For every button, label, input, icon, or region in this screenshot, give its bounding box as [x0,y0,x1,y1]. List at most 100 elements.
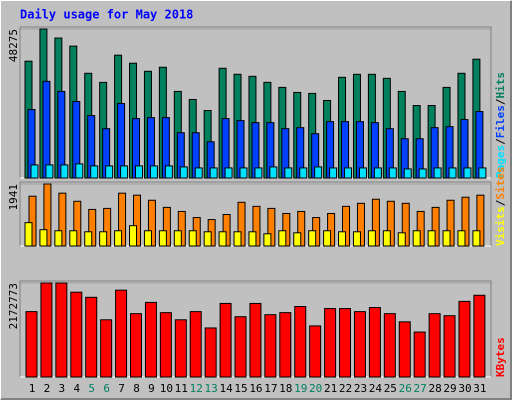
bar [299,167,308,179]
bar [398,321,411,378]
x-tick-label: 31 [473,382,486,395]
x-tick-label: 16 [249,382,262,395]
bar [473,294,486,378]
bar [105,165,114,179]
bar [433,167,442,179]
bar [418,168,427,179]
bar [234,316,247,378]
bar [248,231,257,247]
x-tick-label: 19 [294,382,307,395]
legend-entry: Visits [494,206,507,246]
bar [323,230,332,247]
bar [189,311,202,378]
bar [448,167,457,179]
legend-entry: KBytes [494,337,507,377]
x-tick-label: 27 [414,382,427,395]
bar [339,308,352,378]
bar [60,164,69,179]
bar [279,312,292,378]
bar [457,230,466,247]
bar [254,167,263,179]
bar [397,232,406,247]
bar [463,167,472,179]
x-tick-label: 13 [205,382,218,395]
bar [218,231,227,247]
x-tick-label: 10 [160,382,173,395]
bar [294,306,307,378]
bar [158,230,167,247]
bar [54,230,63,247]
bar [358,167,367,179]
bar [263,233,272,247]
bar [478,167,487,179]
bar [284,167,293,179]
x-tick-label: 9 [148,382,155,395]
bar [472,230,481,247]
x-tick-label: 7 [118,382,125,395]
x-tick-label: 25 [384,382,397,395]
bar [309,325,322,378]
x-tick-label: 14 [219,382,233,395]
bar [219,302,232,378]
bar [338,231,347,247]
y-tick-label: 2172773 [7,283,20,329]
bar [308,230,317,247]
x-tick-label: 4 [73,382,80,395]
bar [188,230,197,247]
bar [99,231,108,247]
legend-separator: / [494,98,507,105]
y-tick-label: 1941 [7,184,20,211]
bar [204,327,217,378]
bar [373,167,382,179]
bar [344,167,353,179]
bar [130,313,143,378]
bar [90,165,99,179]
bar [427,230,436,247]
x-tick-label: 11 [175,382,188,395]
bar [278,230,287,247]
x-tick-label: 3 [59,382,66,395]
x-tick-label: 20 [309,382,322,395]
bar [120,165,129,179]
legend-entry: Sites [494,167,507,200]
bar [24,222,33,247]
bar [224,167,233,179]
bar [174,319,187,378]
bar [173,230,182,247]
bar [70,291,83,378]
bar [40,282,53,378]
bar [388,167,397,179]
legend-entry: Files [494,105,507,138]
bar [179,166,188,179]
legend-separator: / [494,199,507,206]
bar [144,301,157,378]
legend-entry: Hits [494,72,507,99]
bar [352,231,361,247]
bar [329,167,338,179]
bar [75,163,84,179]
bar [69,230,78,247]
legend: KBytes [494,337,507,377]
bar [84,231,93,247]
bar [413,331,426,378]
bar [85,296,98,378]
legend-entry: Pages [494,145,507,178]
bar [149,165,158,179]
bar [442,230,451,247]
bar [114,230,123,247]
y-tick-label: 48275 [7,29,20,62]
bar [25,311,38,378]
bar [383,313,396,378]
bar [443,315,456,378]
x-tick-label: 22 [339,382,352,395]
bar [264,314,277,378]
bar [143,230,152,247]
x-tick-label: 18 [279,382,292,395]
bar [100,319,113,378]
bar [252,205,261,247]
x-tick-label: 29 [443,382,456,395]
bar [42,80,51,179]
x-tick-label: 2 [44,382,51,395]
bar [45,164,54,179]
